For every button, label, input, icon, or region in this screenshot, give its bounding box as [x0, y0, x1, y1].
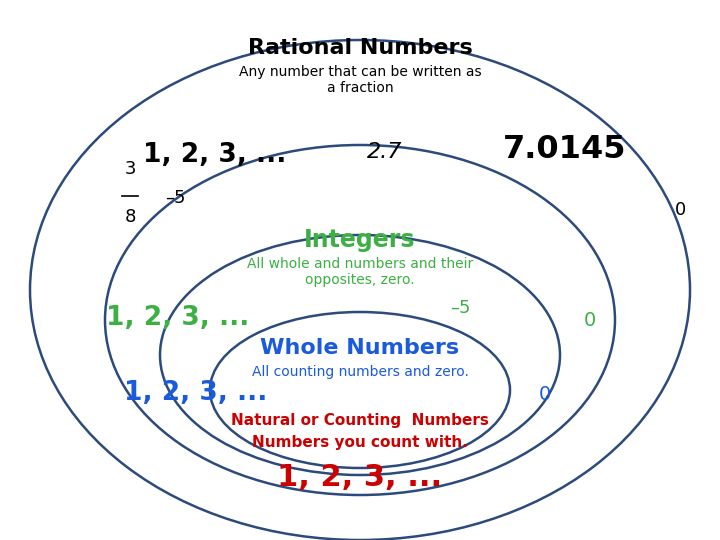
Text: 8: 8 [125, 208, 135, 226]
Text: 0: 0 [584, 310, 596, 329]
Text: Whole Numbers: Whole Numbers [261, 338, 459, 358]
Text: 1, 2, 3, ...: 1, 2, 3, ... [143, 142, 287, 168]
Text: 1, 2, 3, ...: 1, 2, 3, ... [125, 380, 268, 406]
Text: All counting numbers and zero.: All counting numbers and zero. [251, 365, 469, 379]
Text: 1, 2, 3, ...: 1, 2, 3, ... [277, 463, 443, 492]
Text: 7.0145: 7.0145 [503, 134, 626, 165]
Text: 2.7: 2.7 [367, 142, 402, 162]
Text: 1, 2, 3, ...: 1, 2, 3, ... [107, 305, 250, 331]
Text: Numbers you count with.: Numbers you count with. [252, 435, 468, 450]
Text: 0: 0 [675, 201, 685, 219]
Text: Natural or Counting  Numbers: Natural or Counting Numbers [231, 413, 489, 428]
Text: –5: –5 [450, 299, 470, 317]
Text: Integers: Integers [305, 228, 415, 252]
Text: All whole and numbers and their
opposites, zero.: All whole and numbers and their opposite… [247, 257, 473, 287]
Text: Rational Numbers: Rational Numbers [248, 38, 472, 58]
Text: 0: 0 [539, 386, 551, 404]
Text: 3: 3 [125, 160, 136, 178]
Text: Any number that can be written as
a fraction: Any number that can be written as a frac… [239, 65, 481, 95]
Text: –5: –5 [165, 189, 185, 207]
